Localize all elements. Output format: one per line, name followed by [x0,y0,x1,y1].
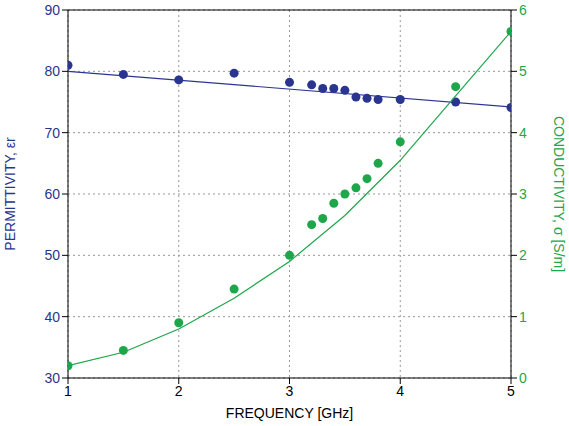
svg-text:50: 50 [44,247,60,263]
svg-text:4: 4 [519,125,527,141]
svg-text:3: 3 [286,383,294,399]
svg-text:30: 30 [44,370,60,386]
svg-text:6: 6 [519,2,527,18]
svg-text:5: 5 [507,383,515,399]
svg-text:PERMITTIVITY, εr: PERMITTIVITY, εr [2,137,18,251]
svg-text:FREQUENCY [GHz]: FREQUENCY [GHz] [226,405,353,421]
svg-text:90: 90 [44,2,60,18]
svg-text:80: 80 [44,63,60,79]
svg-text:3: 3 [519,186,527,202]
svg-text:2: 2 [175,383,183,399]
svg-text:60: 60 [44,186,60,202]
svg-text:CONDUCTIVITY, σ [S/m]: CONDUCTIVITY, σ [S/m] [551,116,567,272]
svg-text:5: 5 [519,63,527,79]
svg-text:0: 0 [519,370,527,386]
svg-text:40: 40 [44,309,60,325]
svg-text:1: 1 [64,383,72,399]
svg-text:70: 70 [44,125,60,141]
svg-text:1: 1 [519,309,527,325]
svg-text:2: 2 [519,247,527,263]
svg-text:4: 4 [396,383,404,399]
